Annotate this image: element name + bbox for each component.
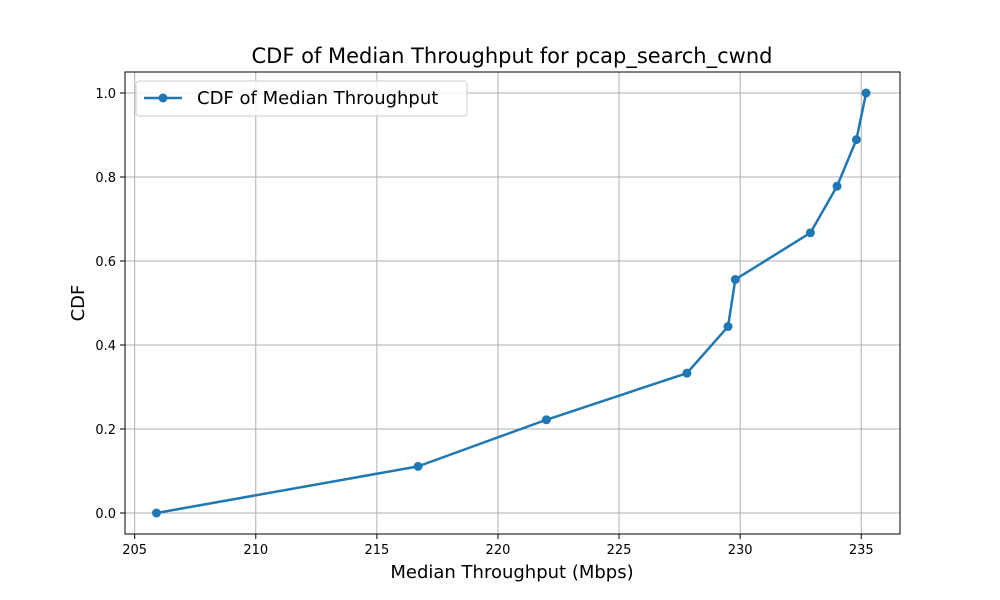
y-tick-label: 0.4 xyxy=(95,339,116,354)
y-tick-label: 0.8 xyxy=(95,171,116,186)
data-point xyxy=(861,88,871,98)
x-tick-label: 210 xyxy=(243,543,268,558)
data-point xyxy=(730,274,740,284)
legend-label: CDF of Median Throughput xyxy=(197,88,438,109)
data-point xyxy=(832,181,842,191)
x-tick-label: 230 xyxy=(728,543,753,558)
legend-box xyxy=(135,80,468,117)
x-tick-label: 205 xyxy=(122,543,147,558)
x-tick-label: 225 xyxy=(607,543,632,558)
data-point xyxy=(541,415,551,425)
x-axis-label: Median Throughput (Mbps) xyxy=(390,562,633,583)
data-point xyxy=(851,135,861,145)
y-tick-label: 1.0 xyxy=(95,87,116,102)
data-point xyxy=(151,508,161,518)
y-tick-label: 0.2 xyxy=(95,423,116,438)
plot-frame xyxy=(124,71,901,535)
data-point xyxy=(413,461,423,471)
x-tick-label: 215 xyxy=(364,543,389,558)
series-layer xyxy=(151,88,871,518)
data-point xyxy=(805,228,815,238)
legend: CDF of Median Throughput xyxy=(135,80,468,117)
chart-title: CDF of Median Throughput for pcap_search… xyxy=(252,44,773,69)
legend-marker-swatch xyxy=(158,93,168,103)
y-tick-label: 0.0 xyxy=(95,507,116,522)
series-line xyxy=(156,92,868,515)
axis-ticks: 205 210 215 220 225 230 235 0.0 0.2 0.4 0.6 0.8 1.0 xyxy=(95,87,873,558)
y-tick-label: 0.6 xyxy=(95,255,116,270)
data-point xyxy=(723,322,733,332)
grid xyxy=(125,72,900,534)
x-tick-label: 220 xyxy=(486,543,511,558)
y-axis-label: CDF xyxy=(68,285,89,322)
data-point xyxy=(682,368,692,378)
x-tick-label: 235 xyxy=(849,543,874,558)
